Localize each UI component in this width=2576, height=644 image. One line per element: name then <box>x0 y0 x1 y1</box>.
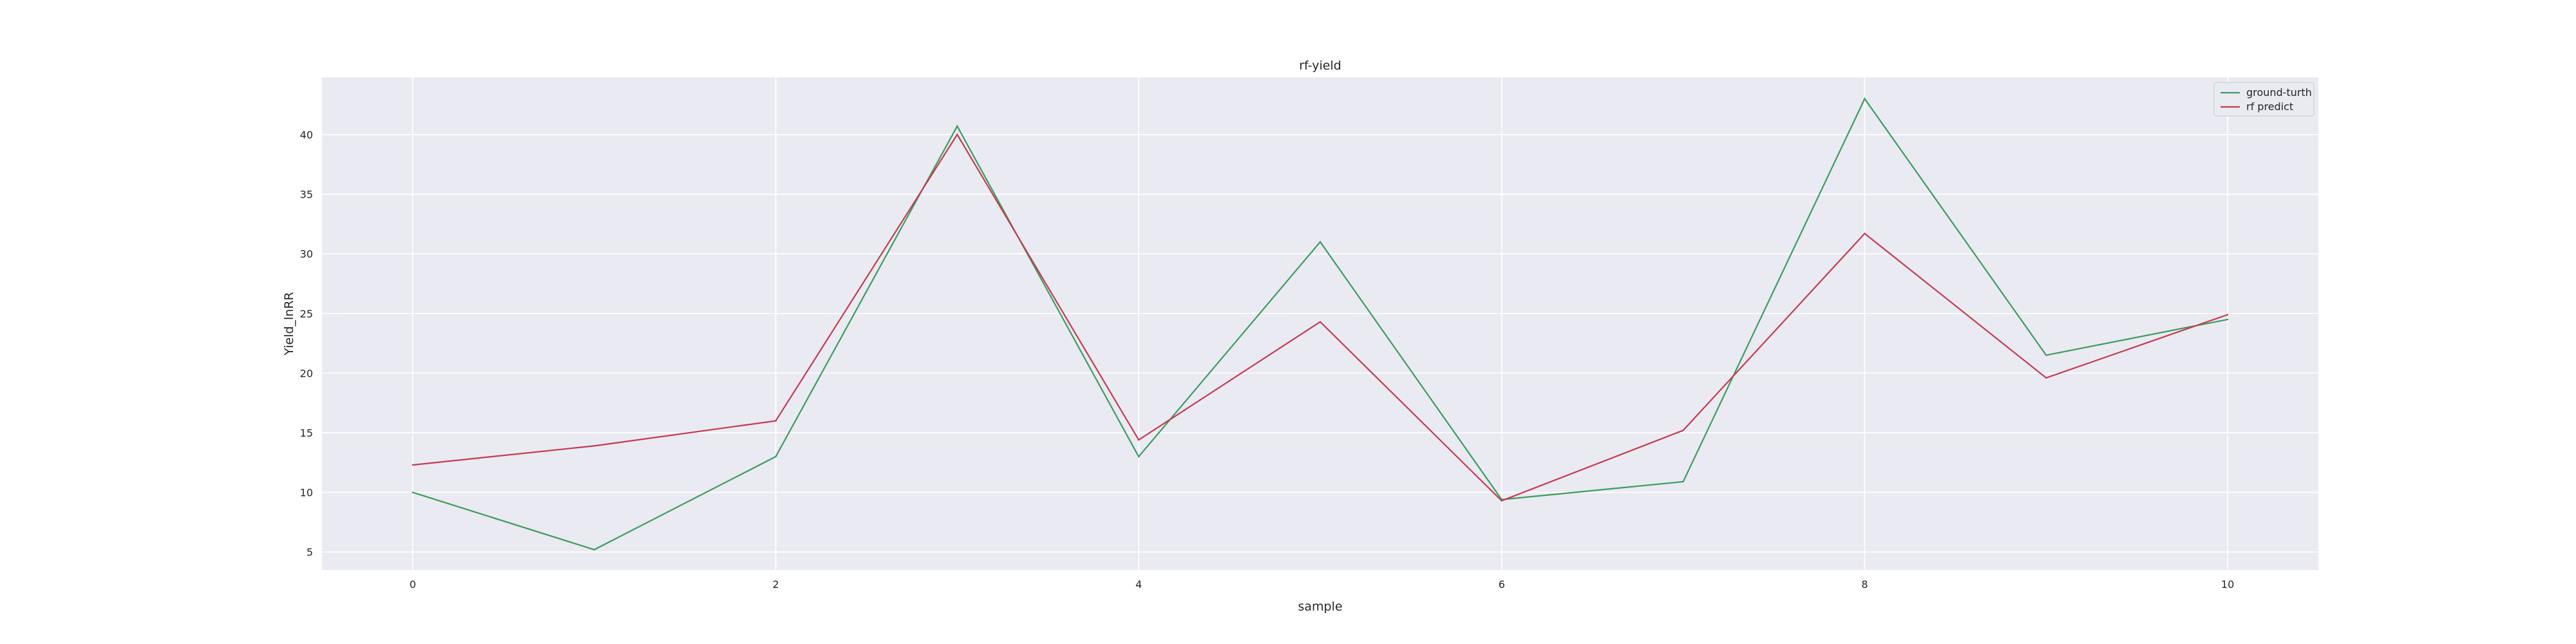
x-axis-title: sample <box>1298 600 1342 614</box>
series-lines <box>412 97 2229 551</box>
chart-title: rf-yield <box>1299 59 1341 73</box>
y-tick-label: 25 <box>300 308 313 320</box>
grid-lines <box>322 77 2318 570</box>
x-tick-label: 10 <box>2221 578 2234 591</box>
data-point-ground-turth <box>1137 455 1140 458</box>
y-axis-title: Yield_lnRR <box>282 292 296 355</box>
y-tick-label: 20 <box>300 367 313 379</box>
data-point-rf-predict <box>1501 500 1503 502</box>
y-tick-label: 5 <box>307 546 313 558</box>
data-point-ground-turth <box>1682 480 1684 483</box>
x-tick-label: 4 <box>1135 578 1142 591</box>
data-point-rf-predict <box>1137 439 1140 441</box>
data-point-rf-predict <box>775 420 777 422</box>
data-point-ground-turth <box>2045 354 2047 356</box>
data-point-rf-predict <box>1864 232 1866 234</box>
data-point-ground-turth <box>1864 98 1866 100</box>
data-point-rf-predict <box>1682 430 1684 431</box>
data-point-ground-turth <box>2226 318 2229 321</box>
y-tick-label: 40 <box>300 129 313 141</box>
x-tick-label: 8 <box>1861 578 1868 591</box>
data-point-rf-predict <box>956 133 958 136</box>
y-tick-label: 10 <box>300 487 313 499</box>
data-point-rf-predict <box>2045 377 2047 379</box>
data-point-rf-predict <box>593 445 595 447</box>
data-point-ground-turth <box>775 455 777 458</box>
x-tick-label: 0 <box>410 578 416 591</box>
data-point-ground-turth <box>956 125 958 128</box>
plot-background <box>322 77 2318 570</box>
y-tick-labels: 5 10 15 20 25 30 35 40 <box>300 129 313 558</box>
x-tick-label: 6 <box>1499 578 1505 591</box>
legend-label-ground-turth: ground-turth <box>2246 86 2312 99</box>
legend: ground-turth rf predict <box>2213 82 2315 117</box>
y-tick-label: 30 <box>300 248 313 260</box>
data-point-ground-turth <box>1319 241 1321 243</box>
x-tick-labels: 0 2 4 6 8 10 <box>410 578 2234 591</box>
y-tick-label: 15 <box>300 427 313 439</box>
y-tick-label: 35 <box>300 189 313 201</box>
data-point-rf-predict <box>412 464 414 466</box>
legend-label-rf-predict: rf predict <box>2246 100 2293 113</box>
data-point-ground-turth <box>412 491 414 493</box>
x-tick-label: 2 <box>772 578 779 591</box>
data-point-rf-predict <box>1319 321 1321 323</box>
data-point-ground-turth <box>593 549 595 551</box>
data-point-rf-predict <box>2226 314 2229 316</box>
